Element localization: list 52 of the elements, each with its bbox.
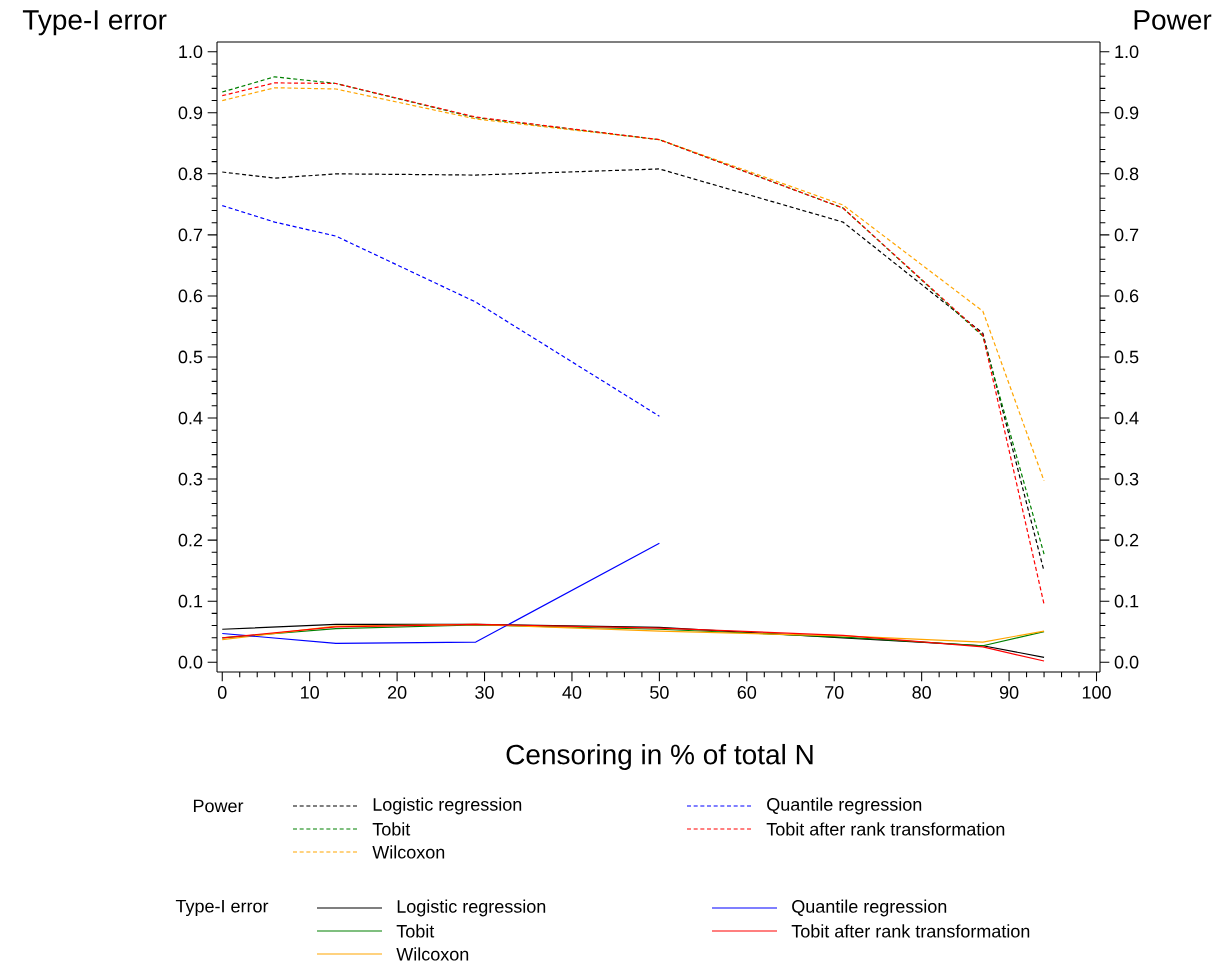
x-tick-label: 90	[999, 686, 1019, 699]
legend-label: Wilcoxon	[396, 947, 469, 961]
y2-tick-label: 0.5	[1114, 350, 1139, 364]
y2-tick-label: 0.3	[1114, 472, 1139, 486]
x-tick-label: 50	[650, 686, 669, 699]
y-tick-label: 0.9	[178, 106, 203, 120]
y-tick-label: 0.4	[178, 411, 203, 425]
line-series	[221, 204, 660, 417]
legend-label: Tobit after rank transformation	[791, 924, 1030, 938]
y2-tick-label: 0.8	[1114, 167, 1139, 181]
y2-tick-label: 0.6	[1114, 289, 1139, 303]
line-series	[221, 542, 660, 644]
y-tick-label: 0.8	[178, 167, 203, 181]
x-axis-title: Censoring in % of total N	[506, 743, 813, 771]
x-tick-label: 10	[301, 686, 319, 699]
line-series	[221, 87, 1045, 482]
x-tick-label: 0	[217, 686, 227, 699]
y2-tick-label: 0.4	[1114, 411, 1139, 425]
x-tick-label: 60	[737, 686, 757, 699]
x-tick-label: 20	[387, 686, 407, 699]
legend-label: Quantile regression	[792, 899, 947, 917]
legend-label: Quantile regression	[767, 797, 922, 815]
y2-tick-label: 0.9	[1114, 106, 1139, 120]
text: Power	[193, 799, 244, 813]
legend-label: Logistic regression	[397, 899, 546, 917]
y2-tick-label: 0.7	[1114, 228, 1139, 242]
legend-label: Logistic regression	[373, 797, 522, 815]
y-axis-title: Type-I error	[22, 10, 167, 36]
text: Type-I error	[175, 899, 269, 917]
y2-tick-label: 0.2	[1114, 533, 1139, 547]
y-tick-label: 0.7	[178, 228, 203, 242]
y-tick-label: 0.5	[178, 350, 203, 364]
x-tick-label: 80	[912, 686, 931, 699]
y-tick-label: 0.2	[178, 533, 203, 547]
y2-tick-label: 0.1	[1114, 594, 1139, 608]
legend-label: Wilcoxon	[372, 845, 445, 859]
y2-tick-label: 0.0	[1114, 655, 1139, 669]
y2-axis-title: Power	[1134, 10, 1212, 30]
y-tick-label: 0.3	[178, 472, 203, 486]
y2-tick-label: 1.0	[1115, 45, 1139, 59]
x-tick-label: 100	[1082, 686, 1111, 699]
legend-label: Tobit after rank transformation	[766, 822, 1005, 836]
y-tick-label: 0.6	[178, 289, 203, 303]
y-tick-label: 0.1	[178, 594, 203, 608]
legend-label: Tobit	[396, 924, 435, 938]
x-tick-label: 40	[562, 686, 582, 699]
legend-label: Tobit	[372, 822, 411, 836]
x-tick-label: 70	[825, 686, 844, 699]
y-tick-label: 0.0	[178, 655, 203, 669]
y-tick-label: 1.0	[179, 45, 203, 59]
line-series	[221, 168, 1045, 572]
x-tick-label: 30	[475, 686, 494, 699]
